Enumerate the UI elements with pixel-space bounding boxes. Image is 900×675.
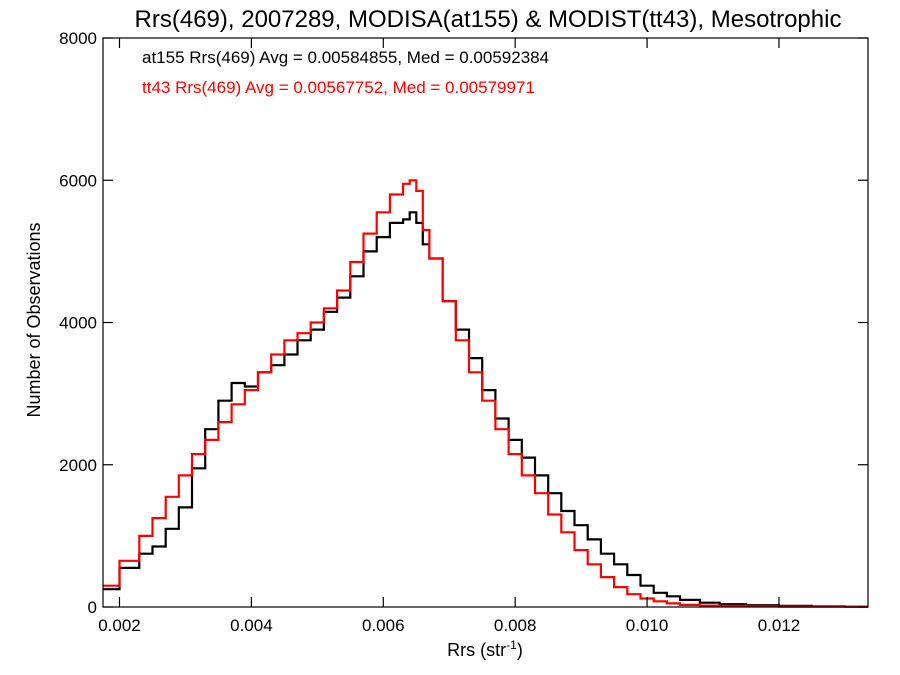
x-tick-label: 0.008 <box>494 616 537 635</box>
y-tick-label: 4000 <box>59 314 97 333</box>
legend-entry-at155: at155 Rrs(469) Avg = 0.00584855, Med = 0… <box>142 48 549 67</box>
legend-entry-tt43: tt43 Rrs(469) Avg = 0.00567752, Med = 0.… <box>142 78 535 97</box>
series-layer <box>103 179 868 608</box>
series-line-at155 <box>103 211 868 608</box>
axis-ticks: 0.002 0.004 0.006 0.008 0.010 0.012 0 2000 4000 6… <box>59 29 868 635</box>
x-tick-label: 0.002 <box>98 616 141 635</box>
y-axis-label: Number of Observations <box>24 222 44 417</box>
series-line-tt43 <box>103 179 868 608</box>
x-axis-label: Rrs (str-1) <box>447 638 523 660</box>
x-tick-label: 0.010 <box>626 616 669 635</box>
y-tick-label: 0 <box>88 598 97 617</box>
plot-frame <box>102 37 869 608</box>
x-tick-label: 0.004 <box>230 616 273 635</box>
x-tick-label: 0.006 <box>362 616 405 635</box>
y-tick-label: 8000 <box>59 29 97 48</box>
y-tick-label: 2000 <box>59 456 97 475</box>
y-tick-label: 6000 <box>59 171 97 190</box>
chart-title: Rrs(469), 2007289, MODISA(at155) & MODIS… <box>135 6 842 33</box>
x-tick-label: 0.012 <box>758 616 801 635</box>
legend: at155 Rrs(469) Avg = 0.00584855, Med = 0… <box>142 48 549 97</box>
